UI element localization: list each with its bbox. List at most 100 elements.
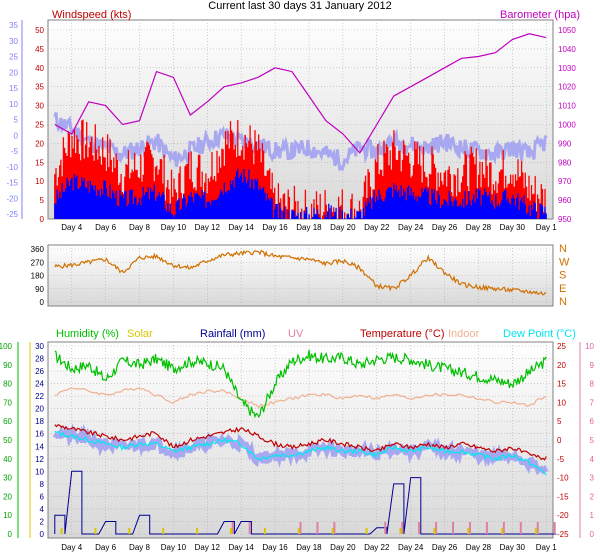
solar-bar: [162, 528, 165, 534]
y-tick-humidity: 0: [8, 530, 13, 539]
y-tick-temperature: -10: [557, 474, 569, 483]
y-tick-temperature: 5: [557, 417, 562, 426]
series-windchill: [53, 112, 548, 172]
legend-entry: Solar: [127, 328, 153, 340]
y-tick-direction: 180: [31, 272, 45, 281]
uv-bar: [435, 522, 438, 534]
y-tick-direction: 90: [35, 285, 44, 294]
y-tick-windspeed: 45: [35, 45, 44, 54]
legend-entry: Temperature (°C): [360, 328, 444, 340]
y-tick-direction: 360: [31, 245, 45, 254]
y-tick-temperature: 20: [557, 361, 566, 370]
y-tick-barometer: 960: [558, 196, 572, 205]
series-temperature: [54, 424, 547, 461]
solar-bar: [60, 528, 63, 534]
y-tick-uv: 6: [590, 417, 595, 426]
y-tick-compass: N: [559, 243, 567, 255]
y-tick-temperature: -15: [557, 492, 569, 501]
y-tick-rainfall: 2: [40, 517, 45, 526]
solar-bar: [94, 528, 97, 534]
uv-bar: [536, 522, 539, 534]
y-tick-windchill: 5: [14, 116, 19, 125]
y-tick-temperature: -5: [557, 455, 565, 464]
y-tick-rainfall: 24: [35, 380, 44, 389]
y-tick-windchill: 10: [9, 100, 18, 109]
solar-bar: [535, 528, 538, 534]
y-tick-windspeed: 40: [35, 64, 44, 73]
uv-bar: [248, 522, 251, 534]
uv-bar: [485, 522, 488, 534]
x-tick-label: Day 1: [536, 223, 557, 232]
y-tick-humidity: 30: [3, 474, 12, 483]
y-tick-rainfall: 0: [40, 530, 45, 539]
y-tick-temperature: 15: [557, 380, 566, 389]
y-tick-humidity: 80: [3, 380, 12, 389]
x-tick-label: Day 16: [262, 223, 288, 232]
y-tick-temperature: 25: [557, 342, 566, 351]
series-direction: [54, 249, 547, 296]
y-tick-humidity: 100: [0, 342, 13, 351]
solar-bar: [263, 528, 266, 534]
y-tick-uv: 1: [590, 511, 595, 520]
x-tick-label: Day 1: [536, 543, 557, 552]
y-tick-windchill: 30: [9, 37, 18, 46]
y-tick-humidity: 60: [3, 417, 12, 426]
y-tick-rainfall: 26: [35, 367, 44, 376]
x-tick-label: Day 12: [195, 543, 221, 552]
y-tick-windspeed: 15: [35, 158, 44, 167]
uv-bar: [418, 522, 421, 534]
series-indoor: [54, 387, 547, 409]
series-humidity: [54, 349, 547, 419]
series-rainfall: [54, 470, 557, 535]
x-tick-label: Day 8: [129, 543, 150, 552]
y-tick-barometer: 950: [558, 215, 572, 224]
x-tick-label: Day 24: [398, 223, 424, 232]
x-tick-label: Day 26: [432, 543, 458, 552]
x-tick-label: Day 6: [95, 223, 116, 232]
y-tick-windspeed: 10: [35, 177, 44, 186]
x-tick-label: Day 26: [432, 223, 458, 232]
y-tick-windchill: 0: [14, 131, 19, 140]
x-tick-label: Day 10: [161, 543, 187, 552]
y-tick-uv: 7: [590, 398, 595, 407]
y-tick-rainfall: 28: [35, 355, 44, 364]
y-tick-windspeed: 35: [35, 83, 44, 92]
y-tick-compass: N: [559, 296, 567, 308]
uv-bar: [401, 522, 404, 534]
y-tick-rainfall: 8: [40, 480, 45, 489]
y-tick-uv: 4: [590, 455, 595, 464]
y-tick-humidity: 90: [3, 361, 12, 370]
x-tick-label: Day 10: [161, 223, 187, 232]
y-tick-barometer: 1030: [558, 64, 576, 73]
y-tick-windchill: 25: [9, 53, 18, 62]
solar-bar: [331, 528, 334, 534]
x-tick-label: Day 16: [262, 543, 288, 552]
legend-entry: Humidity (%): [56, 328, 119, 340]
y-tick-uv: 5: [590, 436, 595, 445]
y-tick-windspeed: 5: [40, 196, 45, 205]
y-tick-humidity: 70: [3, 398, 12, 407]
y-tick-humidity: 20: [3, 492, 12, 501]
x-tick-label: Day 28: [466, 543, 492, 552]
y-tick-rainfall: 18: [35, 417, 44, 426]
y-tick-rainfall: 14: [35, 442, 44, 451]
y-tick-windchill: -25: [6, 210, 18, 219]
y-tick-barometer: 1050: [558, 26, 576, 35]
y-tick-windchill: 15: [9, 84, 18, 93]
y-tick-barometer: 1000: [558, 121, 576, 130]
y-tick-temperature: -20: [557, 511, 569, 520]
y-tick-windspeed: 0: [40, 215, 45, 224]
solar-bar: [501, 528, 504, 534]
x-tick-label: Day 14: [229, 543, 255, 552]
y-tick-temperature: 10: [557, 398, 566, 407]
y-tick-rainfall: 6: [40, 492, 45, 501]
x-tick-label: Day 4: [61, 543, 82, 552]
y-tick-barometer: 1010: [558, 102, 576, 111]
y-tick-humidity: 10: [3, 511, 12, 520]
y-tick-barometer: 1020: [558, 83, 576, 92]
y-tick-windchill: -15: [6, 179, 18, 188]
solar-bar: [128, 528, 131, 534]
uv-bar: [231, 522, 234, 534]
uv-bar: [452, 522, 455, 534]
